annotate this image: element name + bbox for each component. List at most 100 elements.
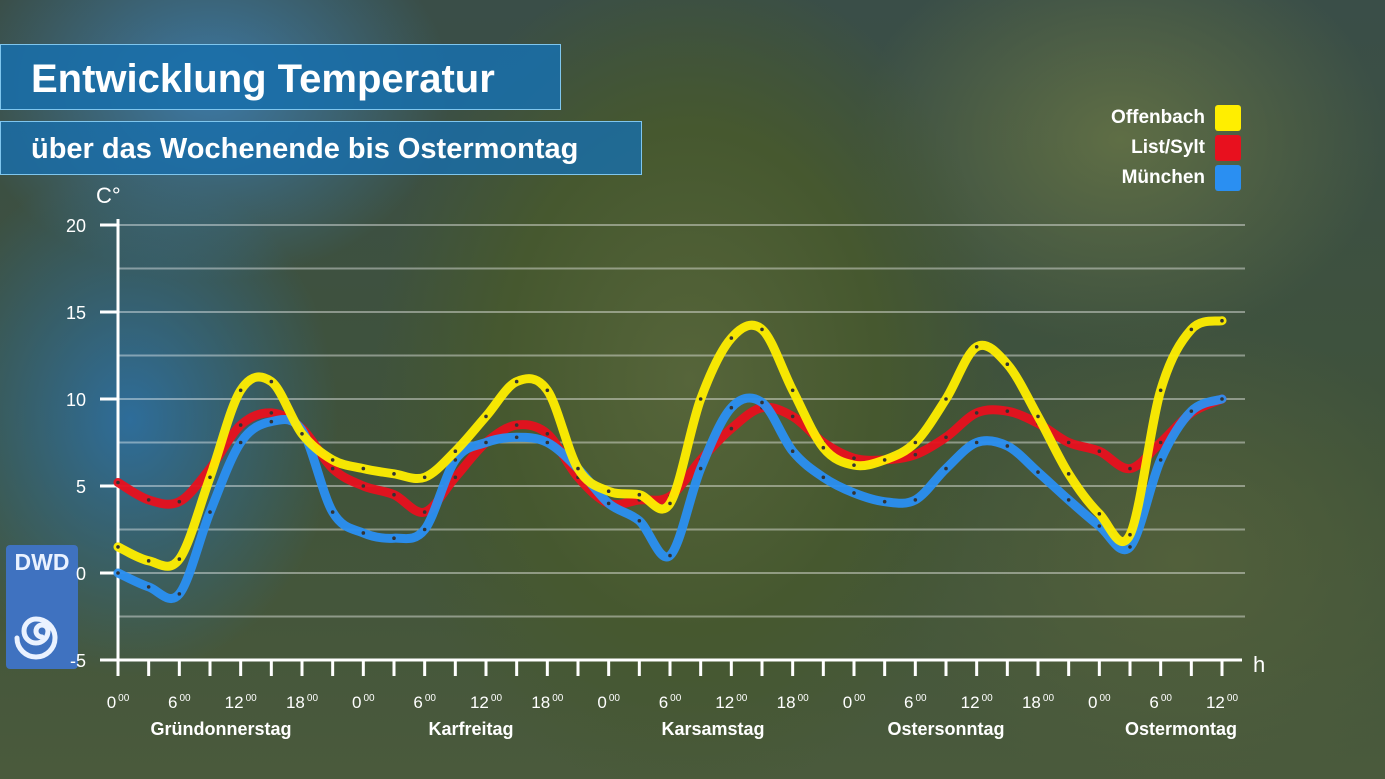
data-point bbox=[1005, 409, 1010, 413]
data-point bbox=[790, 449, 795, 454]
x-tick-label-superscript: 00 bbox=[736, 693, 748, 704]
data-point bbox=[177, 499, 182, 504]
data-point bbox=[484, 414, 488, 419]
chart-subtitle: über das Wochenende bis Ostermontag bbox=[31, 133, 579, 165]
data-point bbox=[300, 432, 304, 436]
data-point bbox=[944, 466, 948, 471]
x-tick-label: 6 00 bbox=[904, 693, 927, 712]
y-tick-label: 15 bbox=[66, 303, 86, 323]
x-tick-label: 0 00 bbox=[843, 693, 866, 712]
legend-swatch bbox=[1215, 135, 1241, 161]
data-point bbox=[698, 397, 703, 401]
data-point bbox=[1128, 466, 1132, 471]
x-tick-label: 6 00 bbox=[168, 693, 191, 712]
data-point bbox=[146, 559, 151, 563]
legend: Offenbach List/Sylt München bbox=[1111, 103, 1241, 193]
data-point bbox=[1128, 545, 1132, 549]
x-tick-label-superscript: 00 bbox=[854, 693, 866, 704]
data-point bbox=[269, 411, 274, 415]
data-point bbox=[913, 440, 918, 445]
dwd-logo: DWD bbox=[6, 545, 78, 669]
data-point bbox=[974, 411, 979, 415]
legend-item-muenchen: München bbox=[1111, 163, 1241, 193]
data-point bbox=[330, 458, 335, 462]
data-point bbox=[637, 519, 642, 523]
data-point bbox=[1097, 524, 1102, 528]
data-point bbox=[1005, 444, 1010, 448]
data-point bbox=[1036, 470, 1040, 474]
x-tick-label: 12 00 bbox=[470, 693, 502, 712]
data-point bbox=[545, 432, 550, 436]
x-tick-label: 6 00 bbox=[659, 693, 682, 712]
x-tick-label: 12 00 bbox=[1206, 693, 1238, 712]
data-point bbox=[1220, 397, 1224, 401]
x-tick-label: 0 00 bbox=[107, 693, 130, 712]
x-tick-label-superscript: 00 bbox=[246, 693, 258, 704]
x-tick-label: 12 00 bbox=[961, 693, 993, 712]
data-point bbox=[790, 414, 795, 419]
x-tick-label-superscript: 00 bbox=[1161, 693, 1173, 704]
data-point bbox=[269, 419, 274, 424]
data-point bbox=[1066, 472, 1071, 476]
x-tick-label-superscript: 00 bbox=[609, 693, 621, 704]
data-point bbox=[545, 388, 550, 393]
data-point bbox=[790, 388, 795, 393]
data-point bbox=[1220, 318, 1224, 323]
x-tick-label: 18 00 bbox=[531, 693, 563, 712]
x-tick-label-superscript: 00 bbox=[916, 693, 928, 704]
y-tick-label: 0 bbox=[76, 564, 86, 584]
y-tick-label: 5 bbox=[76, 477, 86, 497]
x-tick-label-superscript: 00 bbox=[670, 693, 682, 704]
data-point bbox=[392, 492, 396, 497]
data-point bbox=[974, 345, 979, 349]
data-point bbox=[760, 400, 764, 405]
x-tick-label: 6 00 bbox=[1149, 693, 1172, 712]
data-point bbox=[269, 379, 274, 384]
data-point bbox=[1128, 532, 1132, 537]
legend-swatch bbox=[1215, 105, 1241, 131]
y-tick-label: -5 bbox=[70, 651, 86, 671]
data-point bbox=[913, 452, 918, 457]
x-tick-label-superscript: 00 bbox=[1227, 693, 1239, 704]
series-offenbach bbox=[113, 316, 1227, 571]
data-point bbox=[361, 531, 366, 535]
data-point bbox=[514, 379, 519, 384]
x-tick-label-superscript: 00 bbox=[180, 693, 192, 704]
data-point bbox=[882, 499, 887, 504]
data-point bbox=[177, 557, 182, 561]
x-tick-label: 18 00 bbox=[286, 693, 318, 712]
data-point bbox=[1097, 449, 1102, 454]
data-point bbox=[453, 449, 458, 454]
legend-swatch bbox=[1215, 165, 1241, 191]
data-point bbox=[974, 440, 979, 445]
x-tick-label: 0 00 bbox=[597, 693, 620, 712]
x-tick-label: 12 00 bbox=[225, 693, 257, 712]
data-point bbox=[208, 510, 212, 514]
data-point bbox=[330, 466, 335, 471]
legend-item-list-sylt: List/Sylt bbox=[1111, 133, 1241, 163]
data-point bbox=[116, 480, 120, 485]
data-point bbox=[238, 440, 243, 445]
x-tick-label: 0 00 bbox=[352, 693, 375, 712]
legend-item-offenbach: Offenbach bbox=[1111, 103, 1241, 133]
data-point bbox=[238, 423, 243, 427]
x-axis-label: h bbox=[1253, 652, 1265, 677]
day-label: Karsamstag bbox=[661, 719, 764, 739]
legend-label: München bbox=[1121, 167, 1205, 188]
day-label: Karfreitag bbox=[428, 719, 513, 739]
day-label: Ostersonntag bbox=[887, 719, 1004, 739]
x-tick-label: 18 00 bbox=[1022, 693, 1054, 712]
x-tick-label-superscript: 00 bbox=[552, 693, 564, 704]
data-point bbox=[1005, 362, 1010, 367]
data-point bbox=[1158, 440, 1163, 445]
data-point bbox=[944, 435, 948, 440]
data-point bbox=[238, 388, 243, 393]
data-point bbox=[422, 527, 427, 532]
data-point bbox=[514, 435, 519, 440]
data-point bbox=[882, 458, 887, 462]
data-point bbox=[944, 397, 948, 401]
data-point bbox=[392, 472, 396, 476]
x-tick-label-superscript: 00 bbox=[118, 693, 130, 704]
data-point bbox=[729, 405, 734, 410]
